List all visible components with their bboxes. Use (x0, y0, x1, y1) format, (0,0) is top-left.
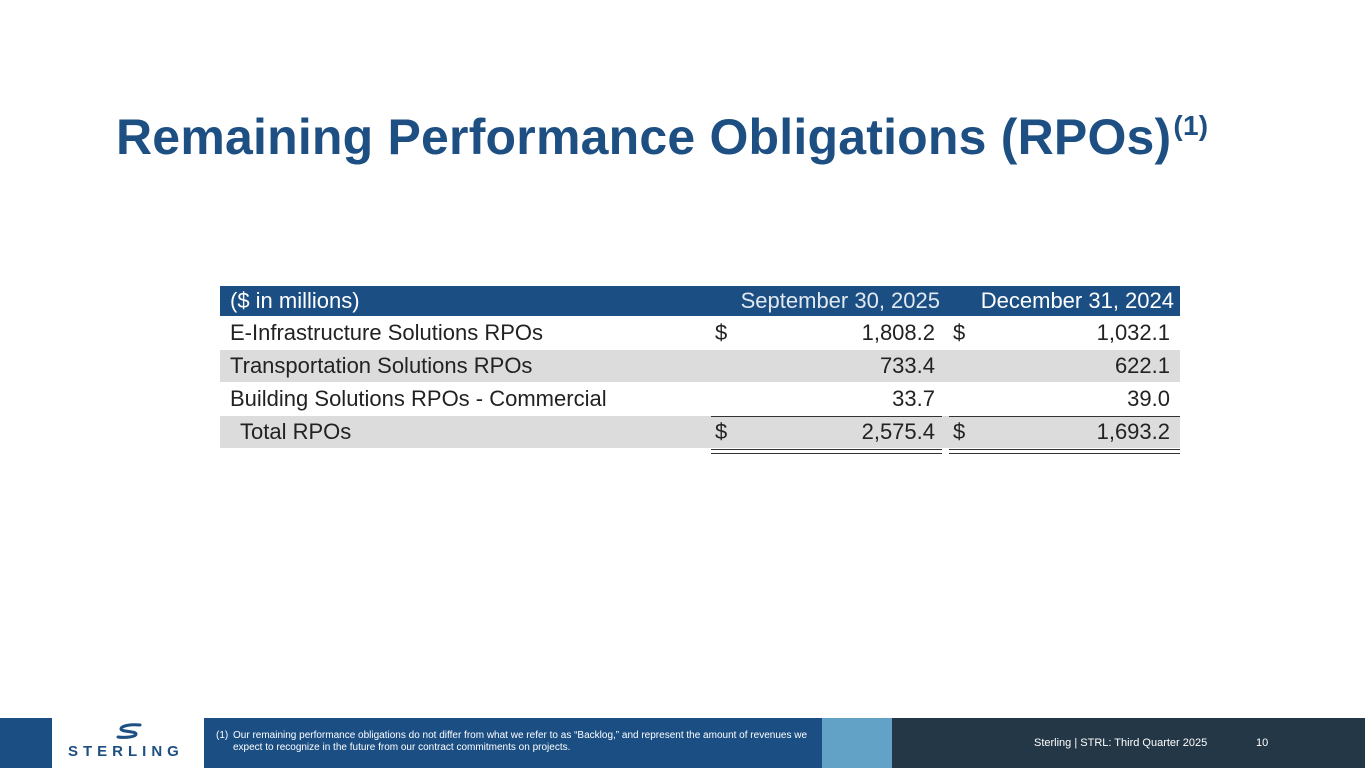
page-number: 10 (1256, 737, 1269, 749)
row-label: E-Infrastructure Solutions RPOs (230, 320, 544, 345)
table-total-row: Total RPOs $ 2,575.4 $ 1,693.2 (220, 416, 1180, 454)
table-row: Transportation Solutions RPOs 733.4 622.… (220, 350, 1180, 382)
value-sep-2025: 33.7 (892, 386, 935, 411)
header-units-label: ($ in millions) (230, 288, 360, 313)
header-dec-2024: December 31, 2024 (980, 288, 1174, 313)
title-footnote-marker: (1) (1173, 110, 1209, 141)
page-title-text: Remaining Performance Obligations (RPOs) (116, 109, 1172, 165)
value-sep-2025: 1,808.2 (861, 320, 935, 345)
subtotal-rule (711, 416, 942, 417)
currency-symbol: $ (715, 320, 728, 345)
subtotal-rule (949, 416, 1180, 417)
currency-symbol: $ (953, 320, 966, 345)
total-label: Total RPOs (240, 419, 352, 444)
footnote-panel: (1) Our remaining performance obligation… (204, 718, 822, 768)
total-sep-2025: 2,575.4 (861, 419, 935, 444)
footer-bar: STERLING (1) Our remaining performance o… (0, 718, 1365, 768)
value-dec-2024: 39.0 (1127, 386, 1170, 411)
currency-symbol: $ (715, 419, 728, 444)
row-label: Building Solutions RPOs - Commercial (230, 386, 607, 411)
value-dec-2024: 622.1 (1114, 353, 1170, 378)
value-dec-2024: 1,032.1 (1096, 320, 1170, 345)
footer-accent-left (0, 718, 52, 768)
total-dec-2024: 1,693.2 (1096, 419, 1170, 444)
rpo-table: ($ in millions) September 30, 2025 Decem… (220, 286, 1180, 454)
logo: STERLING (52, 718, 204, 768)
total-double-rule (949, 449, 1180, 454)
header-sep-2025: September 30, 2025 (740, 288, 940, 313)
currency-symbol: $ (953, 419, 966, 444)
table-header: ($ in millions) September 30, 2025 Decem… (220, 286, 1180, 316)
logo-wordmark: STERLING (68, 743, 184, 760)
footer-company-label: Sterling | STRL: Third Quarter 2025 (1034, 737, 1208, 749)
footnote-text: Our remaining performance obligations do… (233, 730, 808, 753)
value-sep-2025: 733.4 (879, 353, 935, 378)
total-double-rule (711, 449, 942, 454)
footer-info-panel: Sterling | STRL: Third Quarter 2025 10 (892, 718, 1365, 768)
page-title: Remaining Performance Obligations (RPOs)… (116, 108, 1208, 166)
sterling-swoosh-icon (116, 723, 142, 739)
table-row: E-Infrastructure Solutions RPOs $ 1,808.… (220, 317, 1180, 349)
table-row: Building Solutions RPOs - Commercial 33.… (220, 383, 1180, 415)
footnote-number: (1) (216, 730, 229, 741)
row-label: Transportation Solutions RPOs (230, 353, 533, 378)
footer-accent-light (822, 718, 892, 768)
